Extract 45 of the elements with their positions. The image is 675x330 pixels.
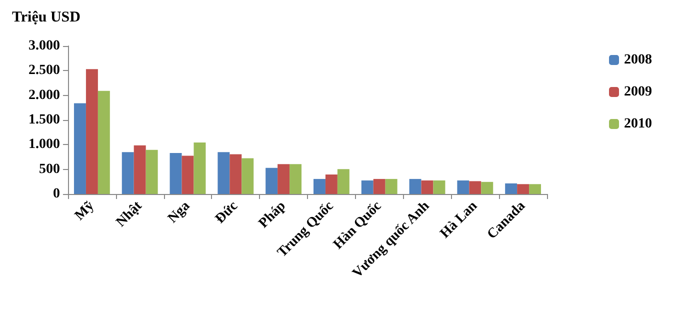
y-tick-label: 1.500	[28, 112, 60, 128]
bar	[409, 178, 422, 194]
y-tick-label: 1.000	[28, 137, 60, 152]
bar	[337, 169, 350, 194]
bar	[218, 152, 230, 194]
bar	[469, 181, 482, 194]
bar	[242, 158, 254, 194]
bar	[98, 90, 110, 194]
bar	[182, 156, 194, 194]
x-tick-label: Nga	[165, 198, 194, 226]
bar	[266, 168, 278, 194]
bar	[325, 174, 338, 194]
y-tick-label: 3.000	[28, 38, 60, 54]
bar	[421, 180, 434, 194]
x-tick-label: Hà Lan	[438, 198, 481, 242]
bar	[457, 180, 470, 194]
y-tick-label: 500	[39, 162, 60, 177]
bar	[481, 182, 494, 194]
bar	[505, 183, 518, 194]
bar	[385, 178, 398, 194]
bar	[86, 69, 98, 194]
bar	[373, 178, 386, 194]
bar	[278, 164, 290, 194]
bar	[230, 154, 242, 194]
bar	[290, 164, 302, 194]
bar	[194, 142, 206, 194]
bar	[122, 152, 134, 194]
y-tick-label: 2.500	[28, 63, 60, 78]
bar	[529, 184, 542, 194]
bar	[313, 178, 326, 194]
y-tick-label: 2.000	[28, 88, 60, 103]
bar	[361, 180, 374, 194]
legend-label: 2010	[624, 116, 652, 132]
legend-label: 2009	[624, 84, 652, 100]
bar	[517, 184, 530, 194]
x-tick-label: Đức	[212, 198, 241, 227]
x-tick-label: Mỹ	[72, 198, 98, 224]
bar	[146, 150, 158, 194]
y-tick-label: 0	[53, 186, 60, 202]
bar	[170, 153, 182, 194]
y-axis-title: Triệu USD	[12, 10, 81, 26]
legend-label: 2008	[624, 52, 652, 68]
bar	[74, 103, 86, 194]
bar	[134, 145, 146, 194]
bar	[433, 180, 446, 194]
